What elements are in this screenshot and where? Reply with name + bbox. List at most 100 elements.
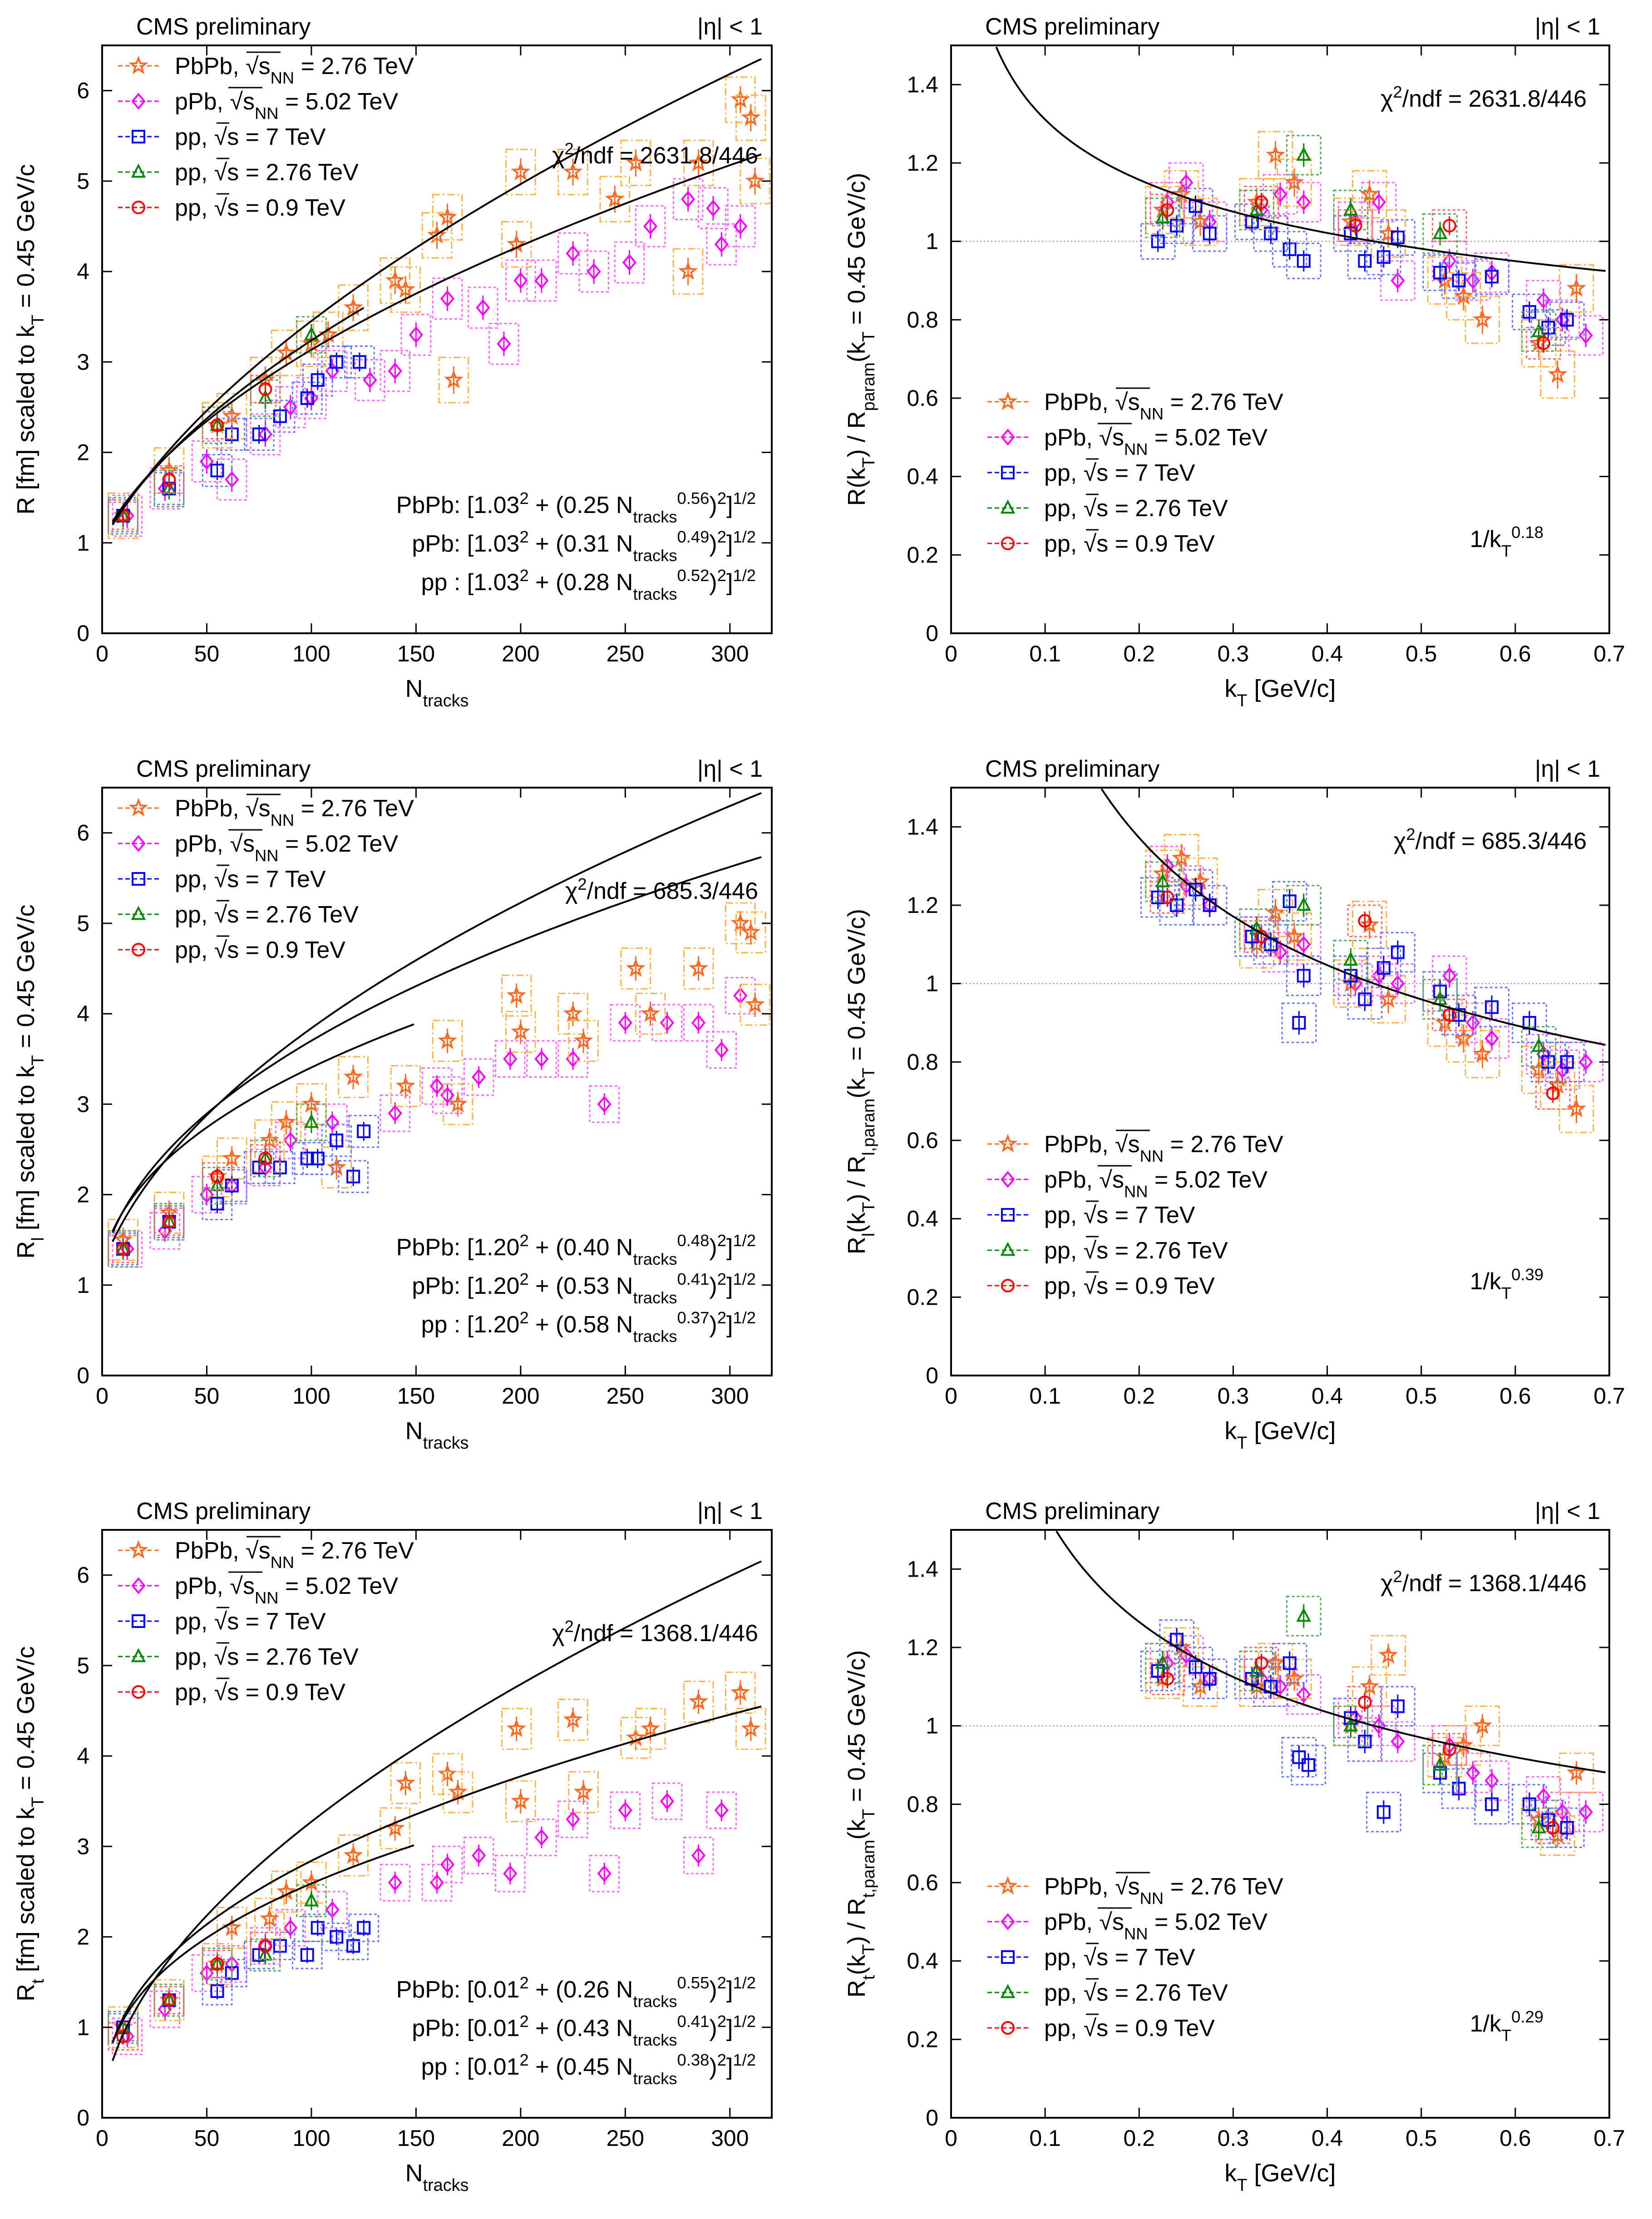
syst-box-ppb — [217, 1945, 247, 1983]
point-pbpb — [1472, 309, 1492, 328]
point-ppb — [503, 1050, 518, 1068]
x-tick-label: 0 — [96, 1383, 108, 1409]
syst-box-ppb — [380, 1094, 411, 1132]
point-pp276 — [1432, 225, 1448, 239]
point-pbpb — [626, 958, 646, 977]
point-pbpb — [605, 189, 625, 208]
syst-box-pbpb — [1145, 849, 1180, 898]
syst-box-pp7 — [291, 381, 323, 415]
point-ppb — [1578, 327, 1593, 344]
point-pbpb — [730, 913, 750, 932]
syst-box-pp7 — [1422, 254, 1458, 291]
chi2-label: χ2/ndf = 1368.1/446 — [552, 1617, 758, 1647]
syst-box-ppb — [463, 1836, 494, 1874]
syst-box-ppb — [1169, 1635, 1204, 1676]
syst-box-pp09 — [202, 411, 233, 440]
syst-box-pp09 — [1243, 920, 1279, 953]
legend-label-pp276: pp, √s = 2.76 TeV — [1044, 495, 1228, 522]
legend-label-pp09: pp, √s = 0.9 TeV — [175, 1679, 345, 1706]
syst-box-pp7 — [1192, 1658, 1228, 1699]
point-ppb — [1391, 1733, 1405, 1750]
point-ppb — [597, 1865, 611, 1882]
x-tick-label: 0 — [96, 2125, 108, 2151]
x-tick-label: 0.7 — [1593, 2125, 1625, 2151]
syst-box-pp7 — [1441, 1768, 1477, 1809]
point-pp7 — [1452, 1008, 1466, 1022]
point-pp7 — [1292, 1750, 1306, 1764]
fit-formula-1: pPb: [1.032 + (0.31 Ntracks0.49)2]1/2 — [412, 528, 756, 565]
legend-label-pbpb: PbPb, √sNN = 2.76 TeV — [175, 1538, 414, 1572]
fit-formula-0: PbPb: [1.032 + (0.25 Ntracks0.56)2]1/2 — [396, 489, 756, 526]
syst-box-pbpb — [501, 974, 532, 1017]
point-ppb — [566, 1810, 580, 1828]
header-eta-range: |η| < 1 — [1535, 1498, 1600, 1524]
syst-box-pbpb — [390, 1762, 421, 1805]
y-tick-label: 5 — [77, 911, 89, 936]
syst-box-pbpb — [254, 1119, 285, 1162]
x-axis-title: Ntracks — [405, 675, 469, 710]
point-ppb — [660, 1014, 675, 1031]
syst-box-pp7 — [1366, 1791, 1401, 1833]
point-pp7 — [1433, 266, 1447, 280]
point-pp276 — [1296, 147, 1312, 161]
fit-curve-0 — [112, 1560, 762, 2061]
point-pp276 — [1531, 323, 1546, 337]
point-ppb — [534, 1829, 549, 1846]
point-pp7 — [1297, 969, 1311, 983]
point-pp09 — [1546, 1086, 1560, 1100]
point-ppb — [1391, 272, 1405, 289]
syst-box-ppb — [1380, 1721, 1415, 1762]
point-pbpb — [343, 1845, 363, 1864]
y-tick-label: 1.2 — [907, 893, 938, 918]
legend-marker-pbpb — [128, 798, 148, 817]
syst-box-pbpb — [1558, 1752, 1594, 1793]
legend-marker-ppb — [131, 93, 146, 110]
point-pp7 — [346, 1169, 360, 1183]
point-ppb — [691, 1014, 706, 1031]
syst-box-pp7 — [1281, 1737, 1317, 1778]
legend-marker-pp276 — [131, 1648, 146, 1662]
point-ppb — [497, 335, 511, 353]
point-pp09 — [1358, 914, 1372, 928]
syst-box-pp7 — [1272, 881, 1307, 922]
point-pp7 — [1560, 1055, 1574, 1069]
syst-box-ppb — [1544, 299, 1580, 340]
point-pbpb — [1172, 848, 1191, 867]
point-pp7 — [1170, 898, 1184, 912]
syst-box-pp276 — [1333, 1706, 1369, 1746]
syst-box-pp7 — [1159, 207, 1194, 244]
point-pp7 — [1151, 234, 1165, 248]
y-tick-label: 4 — [77, 1743, 89, 1769]
y-tick-label: 0 — [926, 1363, 938, 1388]
point-pp09 — [258, 382, 272, 396]
syst-box-pbpb — [1465, 1030, 1500, 1079]
x-tick-label: 50 — [194, 641, 220, 666]
legend-label-ppb: pPb, √sNN = 5.02 TeV — [175, 1573, 398, 1607]
syst-box-pbpb — [683, 139, 714, 187]
syst-box-pp7 — [1366, 238, 1401, 276]
point-pbpb — [745, 994, 765, 1013]
syst-box-ppb — [1286, 182, 1322, 222]
series-pp09 — [108, 375, 281, 530]
syst-box-ppb — [1568, 1041, 1603, 1083]
series-pp09 — [1149, 186, 1561, 360]
plot-frame — [101, 1529, 773, 2119]
point-pbpb — [326, 1157, 346, 1176]
panel-rl-vs-ntracks: CMS preliminary |η| < 10 50 100 150 200 250 300… — [12, 756, 773, 1453]
syst-box-pp7 — [1474, 1784, 1509, 1825]
plot-frame — [101, 44, 773, 634]
point-pbpb — [1567, 278, 1586, 297]
syst-box-pp7 — [243, 1941, 275, 1969]
syst-box-pbpb — [442, 1083, 473, 1125]
fit-curve-2 — [112, 1844, 414, 2043]
syst-box-pp09 — [250, 1144, 281, 1173]
legend-marker-pp09 — [1001, 1279, 1015, 1292]
syst-box-ppb — [1361, 182, 1397, 222]
legend-label-pp7: pp, √s = 7 TeV — [175, 124, 326, 150]
x-axis-title: Ntracks — [405, 1417, 469, 1453]
header-eta-range: |η| < 1 — [697, 756, 763, 782]
y-tick-label: 3 — [77, 349, 89, 375]
syst-box-pp7 — [321, 345, 352, 379]
x-tick-label: 300 — [711, 1383, 749, 1409]
syst-box-pp7 — [1272, 1642, 1307, 1684]
